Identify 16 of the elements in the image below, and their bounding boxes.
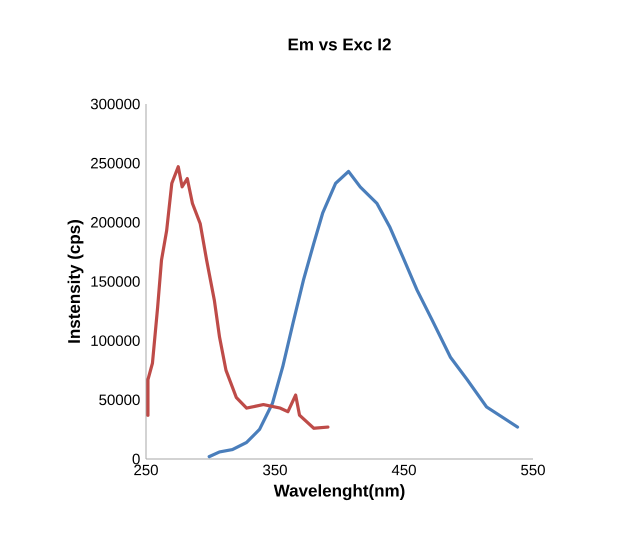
y-tick-label: 0 (132, 454, 140, 464)
line-series (146, 165, 330, 430)
y-tick-label: 100000 (91, 335, 140, 346)
line-series (208, 170, 520, 458)
y-tick-label: 300000 (90, 98, 140, 110)
y-tick-label: 50000 (99, 394, 140, 406)
x-axis-title: Wavelenght(nm) (274, 484, 404, 500)
y-axis-title: Instensity (cps) (68, 220, 84, 343)
y-tick-label: 250000 (91, 158, 140, 168)
x-tick-label: 250 (134, 464, 158, 476)
y-tick-label: 150000 (91, 276, 140, 287)
x-tick-label: 350 (263, 464, 287, 476)
y-tick-label: 200000 (91, 217, 140, 228)
x-tick-label: 450 (392, 464, 416, 476)
x-tick-label: 550 (521, 464, 545, 476)
chart-title: Em vs Exc I2 (288, 38, 391, 50)
